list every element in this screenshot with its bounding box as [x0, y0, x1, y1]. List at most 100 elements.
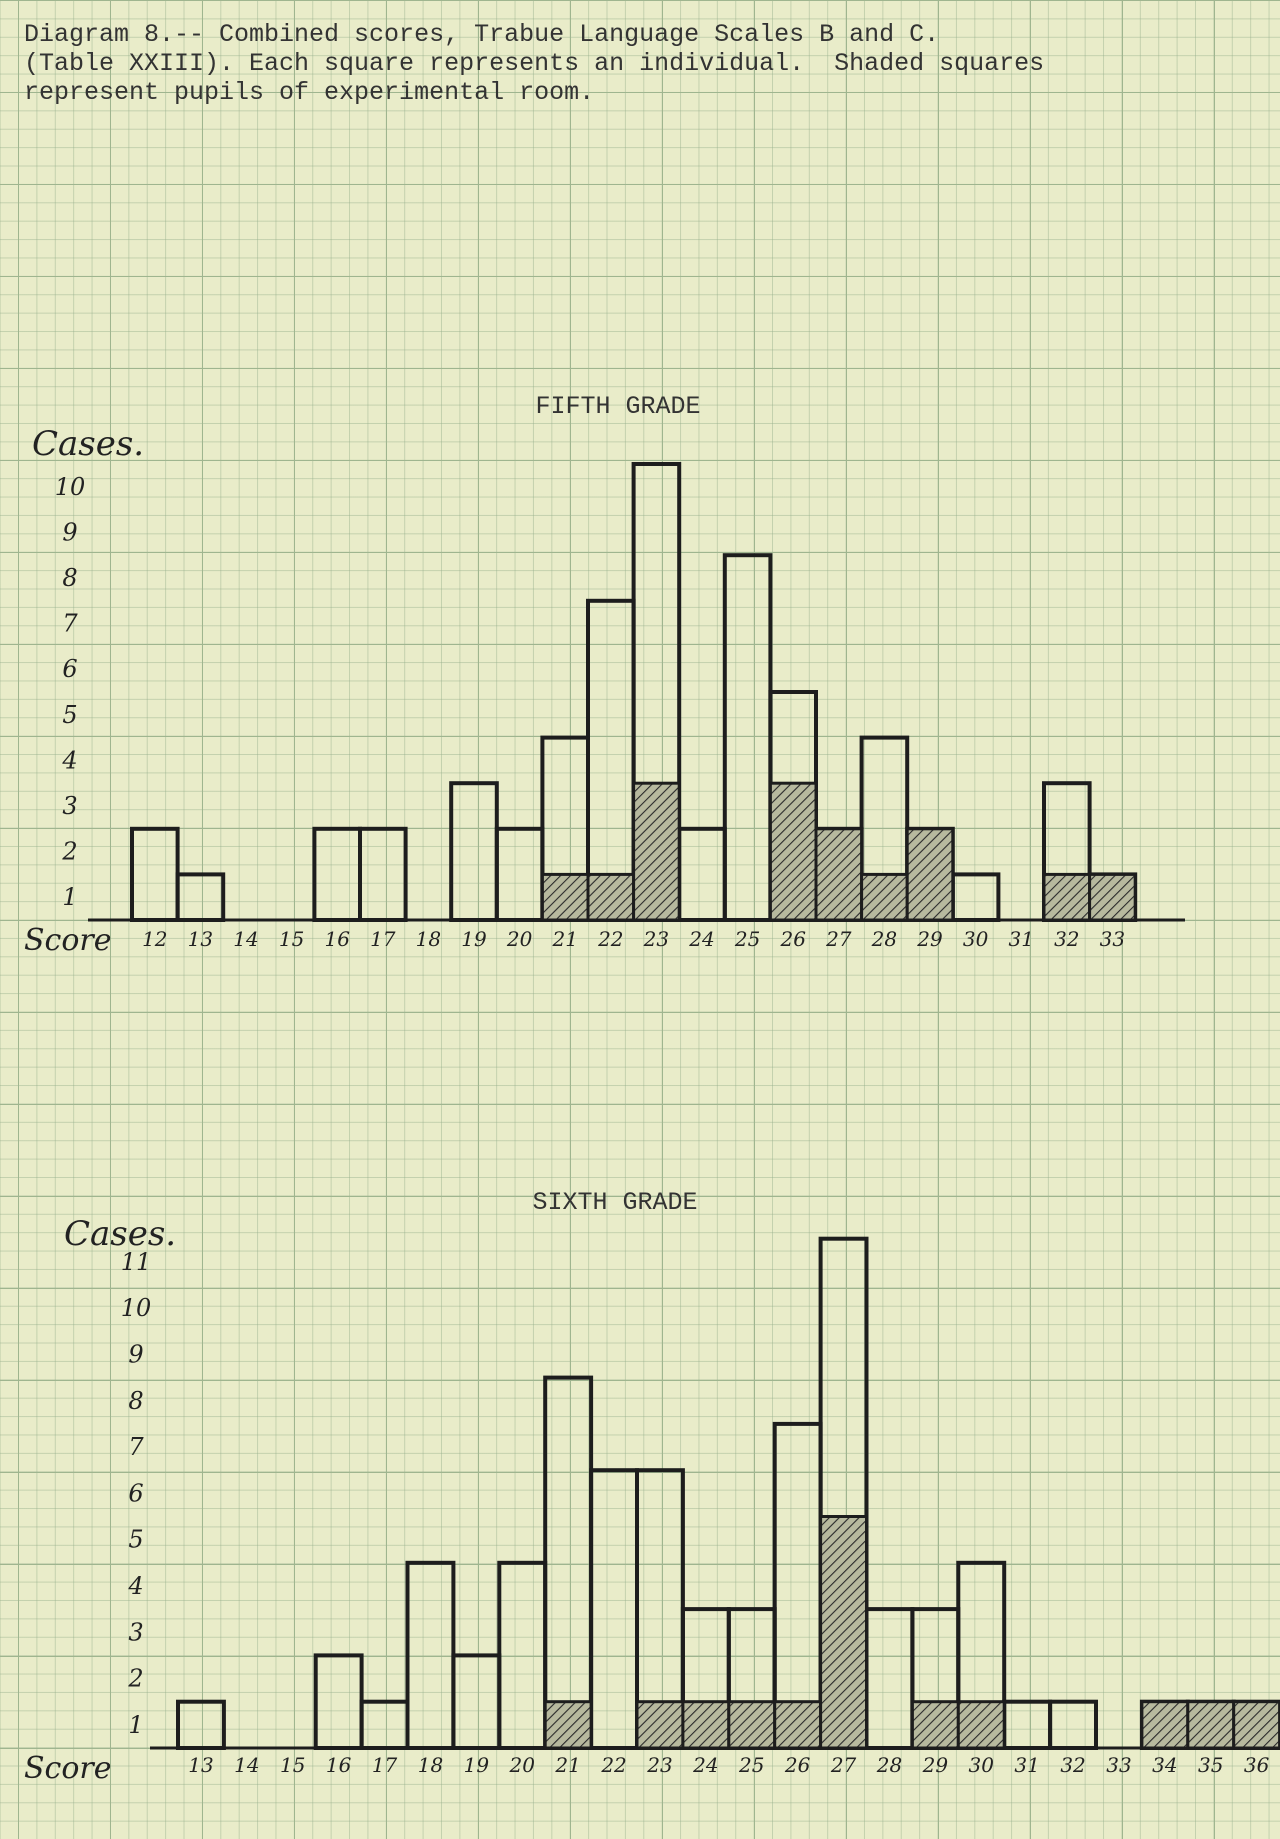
sixth-x-tick: 33 [1106, 1753, 1131, 1777]
fifth-bar-experimental-21 [540, 872, 590, 922]
sixth-bar-experimental-25 [727, 1700, 777, 1750]
sixth-x-tick: 19 [464, 1753, 490, 1777]
fifth-y-tick: 2 [61, 838, 77, 866]
sixth-bar-experimental-34 [1140, 1700, 1190, 1750]
fifth-bar-total-16 [312, 826, 362, 922]
sixth-x-tick: 20 [509, 1753, 536, 1777]
fifth-x-tick: 16 [324, 927, 350, 951]
sixth-x-tick: 29 [922, 1753, 949, 1777]
fifth-y-tick: 6 [62, 655, 77, 683]
sixth-y-tick: 5 [128, 1526, 143, 1554]
sixth-x-tick: 13 [188, 1753, 213, 1777]
sixth-x-tick: 16 [326, 1753, 352, 1777]
fifth-score-label: Score [24, 923, 112, 958]
sixth-bar-experimental-35 [1186, 1700, 1236, 1750]
fifth-x-tick: 28 [871, 927, 897, 951]
fifth-x-tick: 29 [916, 927, 943, 951]
sixth-x-tick: 28 [876, 1753, 902, 1777]
fifth-y-tick: 9 [62, 518, 77, 546]
fifth-x-tick: 13 [188, 927, 213, 951]
fifth-bar-total-17 [358, 826, 408, 922]
sixth-bar-total-21 [543, 1375, 594, 1750]
sixth-bar-total-18 [405, 1560, 456, 1751]
sixth-bar-total-20 [497, 1560, 548, 1751]
sixth-y-tick: 6 [128, 1479, 143, 1507]
fifth-bar-total-12 [130, 826, 180, 922]
fifth-cases-label: Cases. [32, 424, 144, 464]
fifth-x-tick: 20 [506, 927, 533, 951]
sixth-x-tick: 34 [1152, 1753, 1177, 1777]
sixth-x-tick: 32 [1060, 1753, 1085, 1777]
sixth-y-tick: 4 [127, 1572, 143, 1600]
fifth-y-tick: 5 [62, 701, 77, 729]
fifth-x-tick: 23 [643, 927, 669, 951]
fifth-x-tick: 31 [1008, 927, 1033, 951]
sixth-x-tick: 31 [1014, 1753, 1039, 1777]
fifth-x-tick: 12 [142, 927, 167, 951]
sixth-x-tick: 25 [738, 1753, 764, 1777]
fifth-x-tick: 15 [279, 927, 304, 951]
fifth-x-tick: 14 [233, 927, 258, 951]
sixth-y-tick: 3 [128, 1618, 143, 1646]
sixth-bar-total-31 [1002, 1699, 1053, 1750]
fifth-bar-experimental-29 [905, 827, 955, 922]
sixth-bar-total-22 [589, 1468, 639, 1750]
sixth-bar-total-32 [1048, 1699, 1098, 1750]
sixth-y-tick: 11 [121, 1248, 152, 1276]
fifth-bar-experimental-32 [1042, 872, 1092, 922]
sixth-x-tick: 22 [600, 1753, 626, 1777]
sixth-y-tick: 1 [128, 1711, 143, 1739]
sixth-bar-total-19 [451, 1653, 502, 1751]
fifth-y-tick: 1 [62, 883, 77, 911]
fifth-bar-total-22 [586, 598, 636, 922]
sixth-bar-experimental-26 [773, 1700, 823, 1750]
sixth-y-tick: 10 [121, 1294, 152, 1322]
sixth-bar-experimental-30 [956, 1700, 1006, 1750]
fifth-y-tick: 4 [61, 746, 77, 774]
fifth-x-tick: 17 [370, 927, 396, 951]
fifth-grade-title: FIFTH GRADE [535, 392, 700, 421]
sixth-y-tick: 2 [127, 1665, 143, 1693]
sixth-x-tick: 18 [418, 1753, 443, 1777]
fifth-bar-total-13 [175, 872, 226, 923]
sixth-bar-total-13 [176, 1699, 226, 1750]
sixth-x-tick: 27 [830, 1753, 857, 1777]
fifth-x-tick: 21 [551, 927, 577, 951]
sixth-y-tick: 7 [128, 1433, 144, 1461]
sixth-x-tick: 14 [234, 1753, 259, 1777]
sixth-bar-total-16 [313, 1653, 364, 1751]
sixth-y-tick: 9 [128, 1340, 143, 1368]
fifth-x-tick: 24 [688, 927, 714, 951]
fifth-y-tick: 8 [62, 564, 77, 592]
sixth-x-tick: 35 [1198, 1753, 1223, 1777]
sixth-grade-title: SIXTH GRADE [532, 1188, 697, 1217]
fifth-bar-experimental-28 [860, 872, 909, 922]
sixth-bar-experimental-27 [819, 1515, 868, 1750]
sixth-x-tick: 24 [692, 1753, 718, 1777]
fifth-x-tick: 33 [1100, 927, 1125, 951]
fifth-bar-experimental-33 [1088, 872, 1137, 922]
sixth-bar-experimental-24 [681, 1700, 731, 1750]
fifth-bar-total-24 [677, 826, 727, 922]
fifth-x-tick: 25 [734, 927, 760, 951]
sixth-score-label: Score [24, 1751, 112, 1786]
fifth-y-tick: 10 [55, 473, 86, 501]
fifth-x-tick: 22 [597, 927, 623, 951]
fifth-x-tick: 26 [779, 927, 806, 951]
fifth-x-tick: 32 [1054, 927, 1079, 951]
fifth-bar-total-19 [449, 781, 499, 923]
fifth-bar-total-20 [494, 826, 545, 922]
fifth-y-tick: 3 [62, 792, 77, 820]
fifth-bar-total-30 [950, 872, 1001, 923]
sixth-y-tick: 8 [128, 1387, 143, 1415]
sixth-x-tick: 15 [280, 1753, 305, 1777]
fifth-bar-experimental-27 [814, 827, 864, 922]
sixth-x-tick: 17 [372, 1753, 398, 1777]
sixth-cases-label: Cases. [64, 1214, 176, 1254]
fifth-bar-experimental-23 [632, 781, 681, 922]
sixth-bar-experimental-36 [1232, 1700, 1280, 1750]
diagram-caption: Diagram 8.-- Combined scores, Trabue Lan… [24, 20, 1045, 107]
